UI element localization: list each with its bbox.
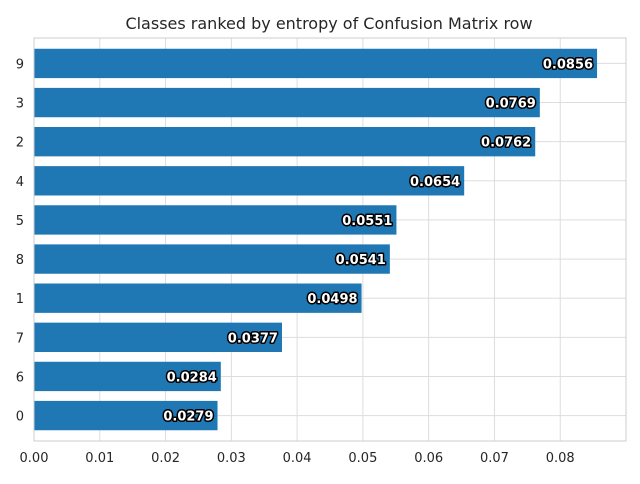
bar-class-5 — [34, 205, 397, 235]
y-tick-label: 3 — [16, 97, 24, 112]
y-tick-label: 6 — [16, 370, 24, 385]
bar-class-9 — [34, 48, 598, 79]
data-labels: 0.0856 0.0769 0.0762 0.0654 0.0551 0.0541 0.04… — [162, 56, 595, 426]
data-label: 0.0541 — [336, 253, 386, 268]
bar-class-7 — [34, 322, 282, 352]
bar-class-4 — [34, 166, 465, 196]
x-tick-label: 0.07 — [480, 451, 509, 466]
x-tick-label: 0.05 — [348, 451, 377, 466]
data-label: 0.0769 — [486, 97, 536, 112]
x-tick-label: 0.02 — [151, 451, 180, 466]
bars — [34, 48, 598, 431]
x-tick-label: 0.00 — [20, 451, 49, 466]
data-label: 0.0284 — [167, 370, 217, 385]
y-axis-tick-labels: 9 3 2 4 5 8 1 7 6 0 — [16, 57, 24, 424]
plot-border — [33, 37, 627, 442]
x-tick-label: 0.03 — [217, 451, 246, 466]
x-tick-label: 0.06 — [414, 451, 443, 466]
plot-frame — [33, 37, 627, 442]
bar-class-8 — [34, 244, 390, 274]
y-tick-label: 7 — [16, 331, 24, 346]
data-label: 0.0551 — [342, 214, 392, 229]
y-tick-label: 1 — [16, 292, 24, 307]
chart-title: Classes ranked by entropy of Confusion M… — [125, 14, 532, 33]
y-tick-label: 8 — [16, 253, 24, 268]
data-label: 0.0279 — [163, 410, 213, 425]
data-label: 0.0377 — [228, 331, 278, 346]
y-tick-label: 0 — [16, 410, 24, 425]
data-label: 0.0762 — [481, 136, 531, 151]
bar-class-0 — [34, 400, 218, 431]
y-tick-label: 4 — [16, 175, 24, 190]
x-tick-label: 0.04 — [283, 451, 312, 466]
x-tick-label: 0.01 — [85, 451, 114, 466]
x-axis-tick-labels: 0.00 0.01 0.02 0.03 0.04 0.05 0.06 0.07 0.08 — [20, 451, 575, 466]
y-tick-label: 2 — [16, 136, 24, 151]
data-label: 0.0654 — [410, 175, 460, 190]
bar-class-2 — [34, 127, 536, 157]
bar-class-1 — [34, 283, 362, 313]
x-tick-label: 0.08 — [546, 451, 575, 466]
data-label: 0.0856 — [543, 57, 593, 72]
data-label: 0.0498 — [307, 292, 357, 307]
bar-class-3 — [34, 87, 540, 118]
y-tick-label: 9 — [16, 57, 24, 72]
y-tick-label: 5 — [16, 214, 24, 229]
bar-class-6 — [34, 361, 221, 392]
